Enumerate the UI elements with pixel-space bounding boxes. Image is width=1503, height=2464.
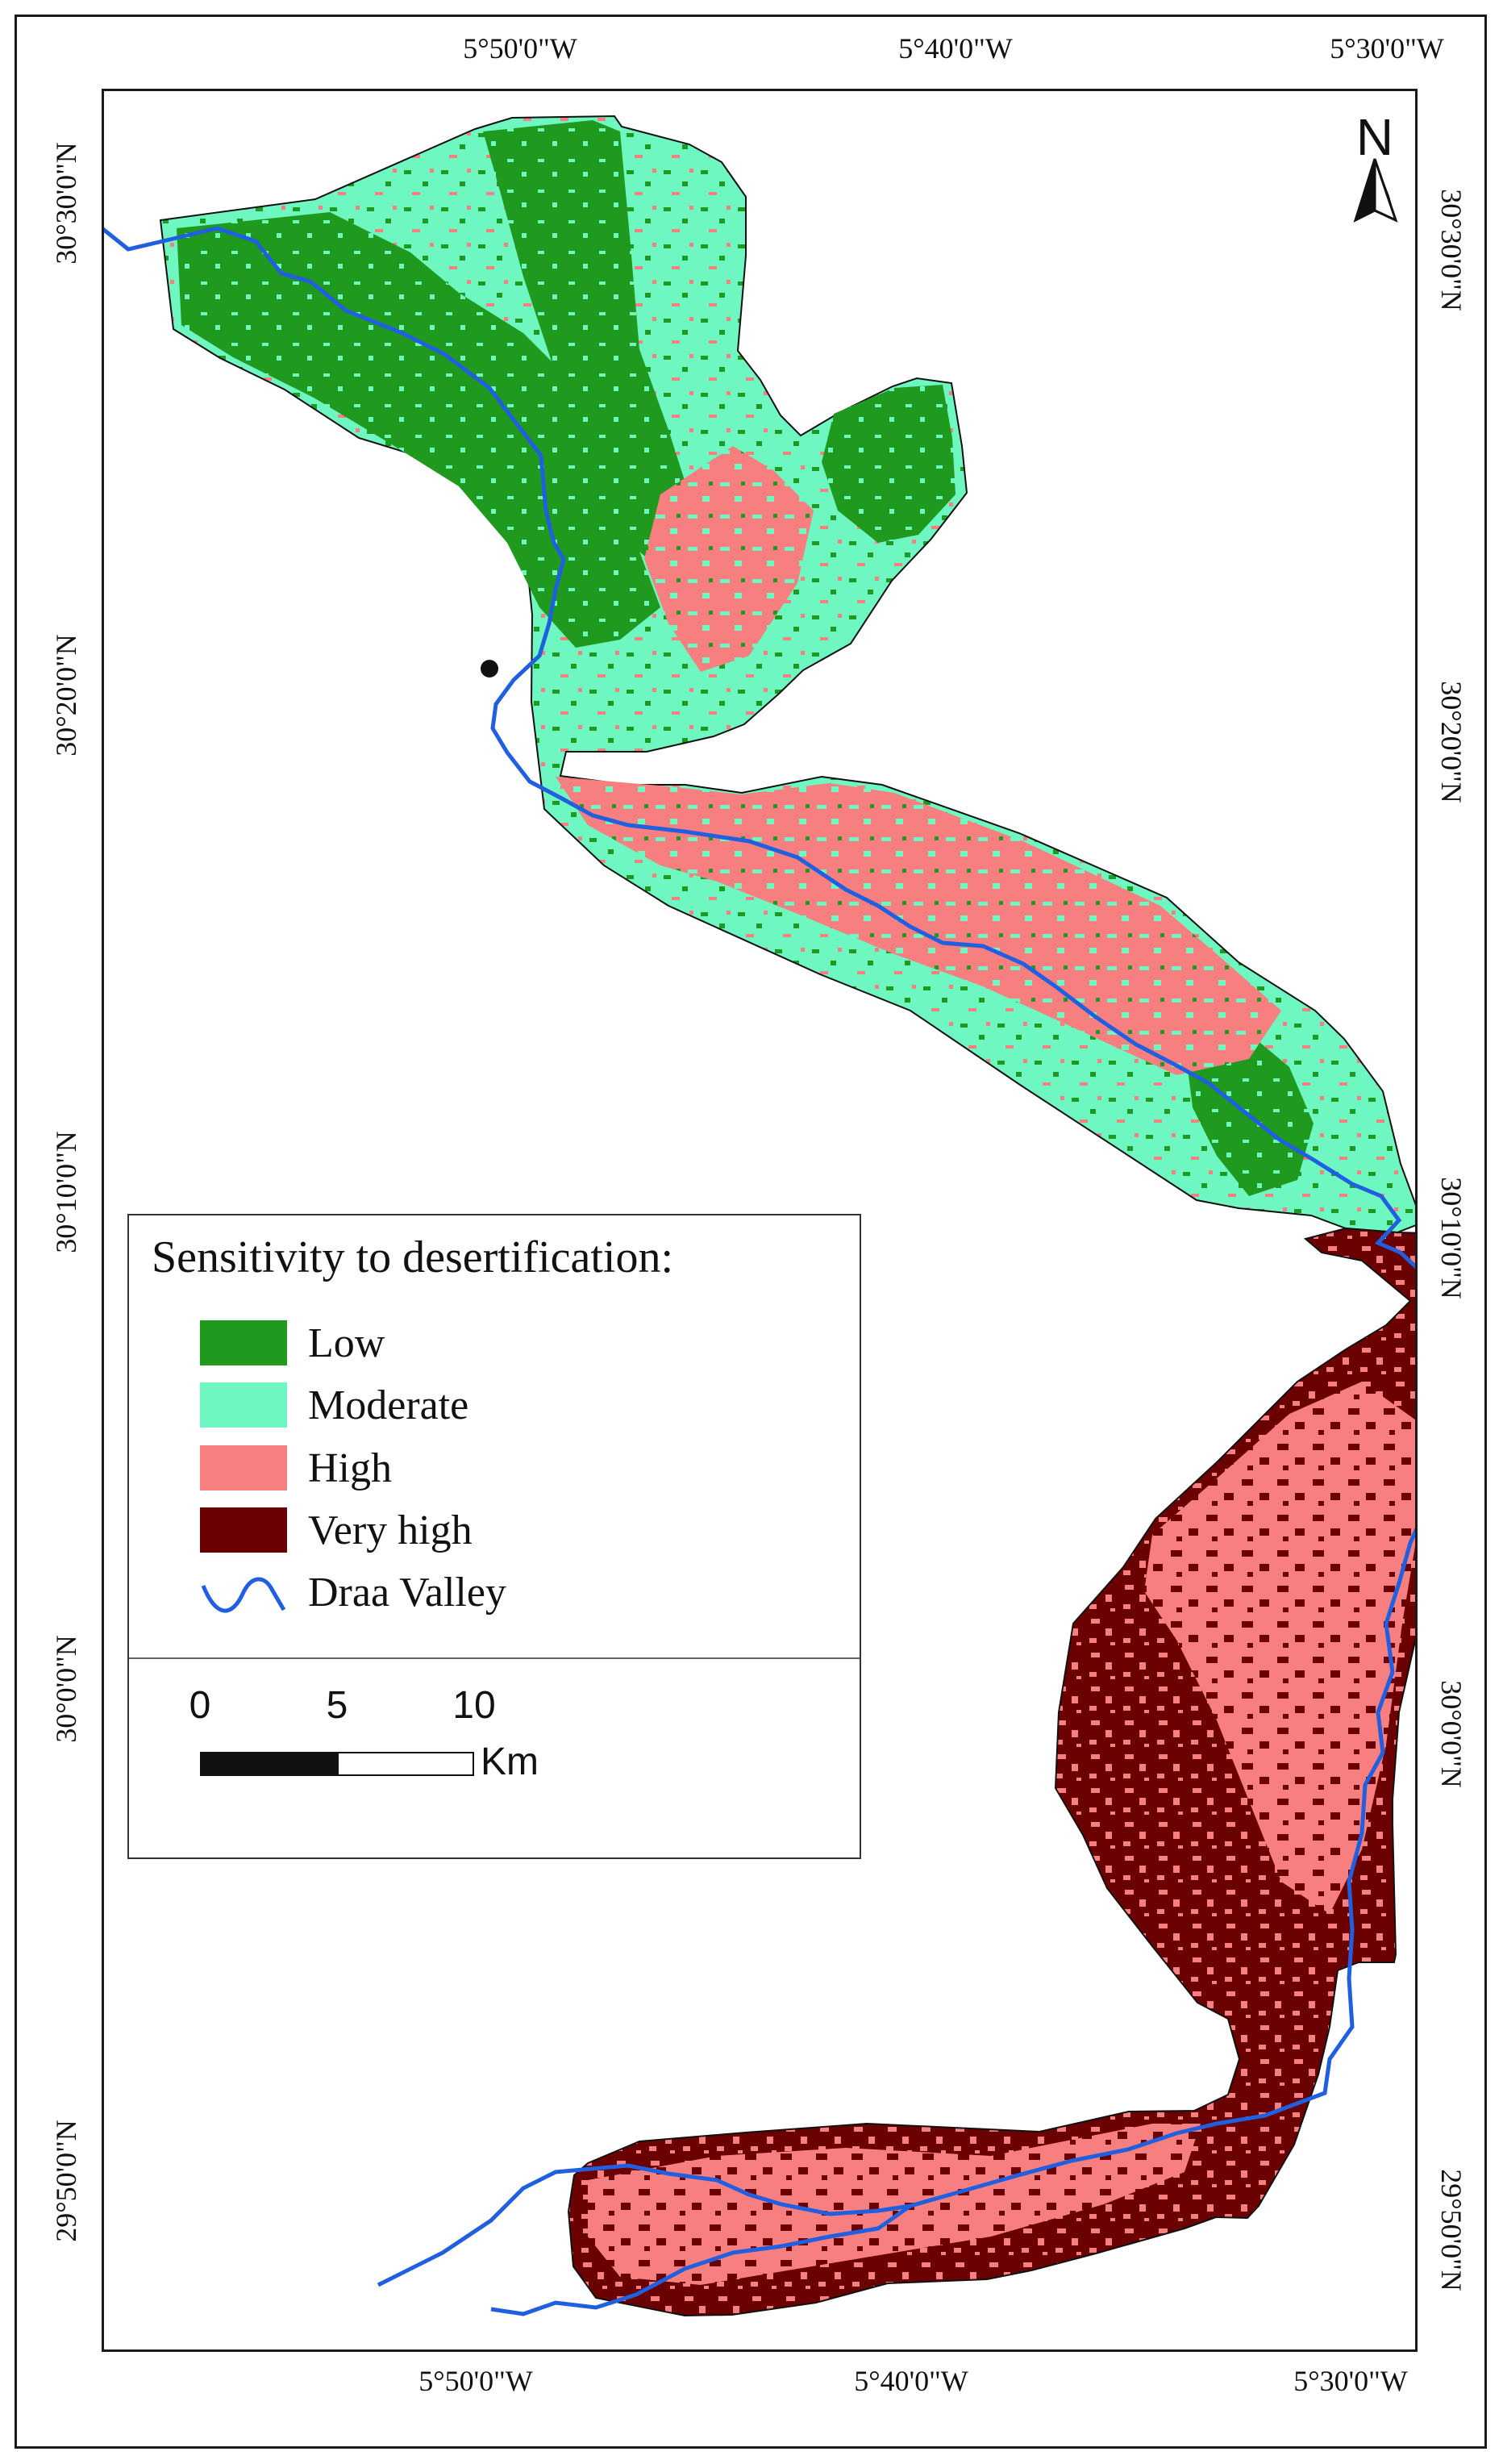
scale-bar: 0 5 10 Km [189,1683,571,1796]
draa-river-branch [490,2203,912,2316]
north-label: N [1318,107,1415,167]
legend-item-low: Low [200,1319,385,1367]
region-low-east [822,385,956,543]
legend-swatch-very-high [200,1507,287,1553]
scale-label-0: 0 [189,1684,211,1727]
region-high-center [644,446,814,672]
legend-item-very-high: Very high [200,1506,473,1554]
right-coord-30-20n: 30°20'0"N [1435,681,1468,803]
region-mix-south [588,2124,1201,2285]
legend-label-low: Low [308,1320,385,1366]
legend-swatch-low [200,1320,287,1365]
scale-segment-black [200,1752,337,1776]
legend-item-moderate: Moderate [200,1381,468,1429]
scale-label-5: 5 [326,1684,348,1727]
top-coord-5-50w: 5°50'0"W [463,32,577,65]
right-coord-30-0n: 30°0'0"N [1435,1680,1468,1788]
top-coord-5-40w: 5°40'0"W [898,32,1013,65]
left-coord-30-30n: 30°30'0"N [50,142,82,265]
region-low-west [177,212,660,648]
map-frame: N [102,89,1418,2352]
north-arrow-icon [1353,158,1398,223]
region-high-corridor [556,777,1281,1075]
bottom-coord-5-30w: 5°30'0"W [1293,2365,1408,2397]
bottom-coord-5-50w: 5°50'0"W [418,2365,533,2397]
legend-item-high: High [200,1444,392,1492]
left-coord-30-20n: 30°20'0"N [50,634,82,757]
left-coord-30-10n: 30°10'0"N [50,1131,82,1253]
legend: Sensitivity to desertification: Low Mode… [127,1214,861,1859]
legend-title: Sensitivity to desertification: [152,1232,674,1282]
scale-segment-white [337,1752,474,1776]
river-line-icon [201,1577,286,1613]
settlement-point [481,660,498,677]
region-low-south [1184,1027,1314,1196]
legend-swatch-moderate [200,1382,287,1428]
legend-swatch-high [200,1445,287,1490]
scale-unit: Km [481,1741,539,1783]
north-letter: N [1355,108,1394,166]
scale-label-10: 10 [452,1684,496,1727]
legend-label-river: Draa Valley [308,1569,506,1616]
bottom-coord-5-40w: 5°40'0"W [854,2365,968,2397]
right-coord-29-50n: 29°50'0"N [1435,2169,1468,2291]
figure-border [15,15,1487,2449]
top-coord-5-30w: 5°30'0"W [1330,32,1444,65]
right-coord-30-10n: 30°10'0"N [1435,1177,1468,1299]
draa-river [104,226,1415,2287]
legend-divider [129,1657,860,1659]
legend-item-river: Draa Valley [200,1568,506,1616]
region-mix-middle [1144,1382,1415,1914]
legend-label-high: High [308,1445,392,1491]
region-low-peak [483,120,694,575]
legend-label-very-high: Very high [308,1507,473,1553]
right-coord-30-30n: 30°30'0"N [1435,189,1468,311]
left-coord-30-0n: 30°0'0"N [50,1635,82,1743]
map-canvas [104,115,1415,2317]
legend-label-moderate: Moderate [308,1382,469,1428]
left-coord-29-50n: 29°50'0"N [50,2120,82,2242]
